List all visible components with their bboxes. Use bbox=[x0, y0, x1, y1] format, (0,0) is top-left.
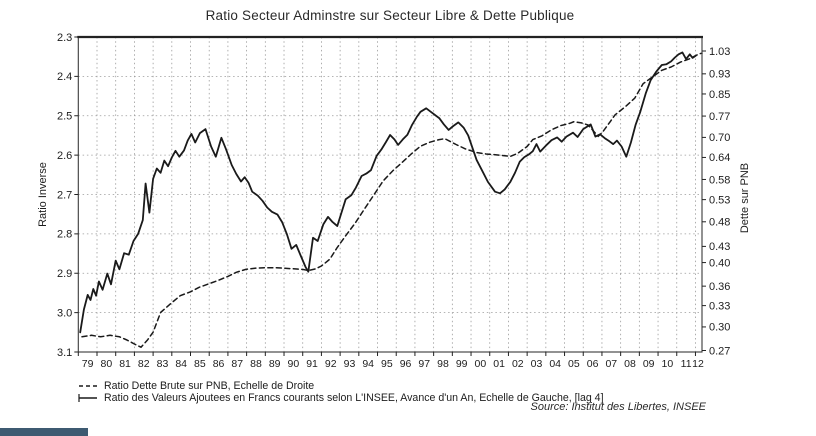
left-axis-tick-label: 2.5 bbox=[57, 111, 72, 123]
window-edge-fragment bbox=[0, 428, 88, 436]
x-axis-year-label: 99 bbox=[456, 358, 468, 370]
right-axis-tick-label: 0.85 bbox=[709, 89, 730, 101]
x-axis-year-label: 03 bbox=[531, 358, 543, 370]
solid-line-sample bbox=[78, 394, 97, 403]
x-axis-year-label: 81 bbox=[119, 358, 131, 370]
x-axis-year-label: 93 bbox=[344, 358, 356, 370]
x-axis-year-label: 07 bbox=[605, 358, 617, 370]
left-axis-tick-label: 2.6 bbox=[57, 150, 72, 162]
right-axis-tick-label: 0.70 bbox=[709, 132, 730, 144]
chart-title: Ratio Secteur Adminstre sur Secteur Libr… bbox=[205, 8, 575, 23]
legend-label-dette-brute: Ratio Dette Brute sur PNB, Echelle de Dr… bbox=[104, 379, 315, 392]
right-axis-tick-label: 0.40 bbox=[709, 257, 730, 269]
left-axis-tick-label: 3.1 bbox=[57, 347, 72, 359]
x-axis-year-label: 82 bbox=[138, 358, 150, 370]
x-axis-year-label: 97 bbox=[418, 358, 430, 370]
x-axis-year-label: 02 bbox=[512, 358, 524, 370]
left-axis-tick-label: 2.9 bbox=[57, 268, 72, 280]
right-axis-tick-label: 0.33 bbox=[709, 300, 730, 312]
right-axis-tick-label: 0.48 bbox=[709, 217, 730, 229]
legend-item-valeurs-ajoutees: Ratio des Valeurs Ajoutees en Francs cou… bbox=[78, 392, 604, 405]
x-axis-year-label: 08 bbox=[624, 358, 636, 370]
x-axis-year-label: 92 bbox=[325, 358, 337, 370]
x-axis-year-label: 85 bbox=[194, 358, 206, 370]
x-axis-year-label: 84 bbox=[175, 358, 187, 370]
left-axis-tick-label: 2.8 bbox=[57, 229, 72, 241]
source-note: Source: Institut des Libertes, INSEE bbox=[530, 401, 706, 413]
x-axis-year-label: 79 bbox=[82, 358, 94, 370]
x-axis-year-label: 95 bbox=[381, 358, 393, 370]
right-axis-tick-label: 0.93 bbox=[709, 69, 730, 81]
left-axis-tick-label: 3.0 bbox=[57, 307, 72, 319]
x-axis-year-label: 06 bbox=[587, 358, 599, 370]
x-axis-year-label: 00 bbox=[475, 358, 487, 370]
x-axis-year-label: 04 bbox=[549, 358, 561, 370]
x-axis-year-label: 09 bbox=[643, 358, 655, 370]
series-dette-pnb-line bbox=[81, 52, 703, 348]
x-axis-year-label: 96 bbox=[400, 358, 412, 370]
x-axis-year-label: 86 bbox=[213, 358, 225, 370]
right-axis-tick-label: 0.36 bbox=[709, 281, 730, 293]
right-axis-tick-label: 0.53 bbox=[709, 194, 730, 206]
right-axis-tick-label: 0.30 bbox=[709, 322, 730, 334]
left-axis-tick-label: 2.7 bbox=[57, 189, 72, 201]
left-axis-tick-label: 2.4 bbox=[57, 71, 72, 83]
x-axis-year-label: 11 bbox=[681, 358, 692, 370]
x-axis-year-label: 80 bbox=[101, 358, 113, 370]
x-axis-year-label: 90 bbox=[288, 358, 300, 370]
legend: Ratio Dette Brute sur PNB, Echelle de Dr… bbox=[78, 380, 604, 405]
x-axis-year-label: 12 bbox=[692, 358, 704, 370]
x-axis-year-label: 98 bbox=[437, 358, 449, 370]
x-axis-year-label: 01 bbox=[493, 358, 505, 370]
x-axis-year-label: 94 bbox=[362, 358, 374, 370]
x-axis-year-label: 89 bbox=[269, 358, 281, 370]
right-axis-tick-label: 0.43 bbox=[709, 241, 730, 253]
dashed-line-sample bbox=[79, 384, 97, 387]
series-valeurs-ajoutees-line bbox=[79, 51, 697, 334]
right-axis-tick-label: 0.58 bbox=[709, 174, 730, 186]
right-axis-tick-label: 0.27 bbox=[709, 345, 730, 357]
x-axis-year-label: 10 bbox=[662, 358, 674, 370]
right-axis-tick-label: 1.03 bbox=[709, 46, 730, 58]
left-axis-tick-label: 2.3 bbox=[57, 32, 72, 44]
x-axis-year-label: 87 bbox=[231, 358, 243, 370]
left-axis-title: Ratio Inverse bbox=[37, 162, 49, 227]
x-axis-year-label: 91 bbox=[306, 358, 318, 370]
right-axis-tick-label: 0.77 bbox=[709, 111, 730, 123]
legend-item-dette-brute: Ratio Dette Brute sur PNB, Echelle de Dr… bbox=[78, 380, 604, 392]
right-axis-title: Dette sur PNB bbox=[739, 163, 751, 233]
x-axis-year-label: 88 bbox=[250, 358, 262, 370]
x-axis-year-label: 83 bbox=[157, 358, 169, 370]
legend-label-valeurs-ajoutees: Ratio des Valeurs Ajoutees en Francs cou… bbox=[104, 392, 604, 405]
x-axis-year-label: 05 bbox=[568, 358, 580, 370]
right-axis-tick-label: 0.64 bbox=[709, 152, 730, 164]
